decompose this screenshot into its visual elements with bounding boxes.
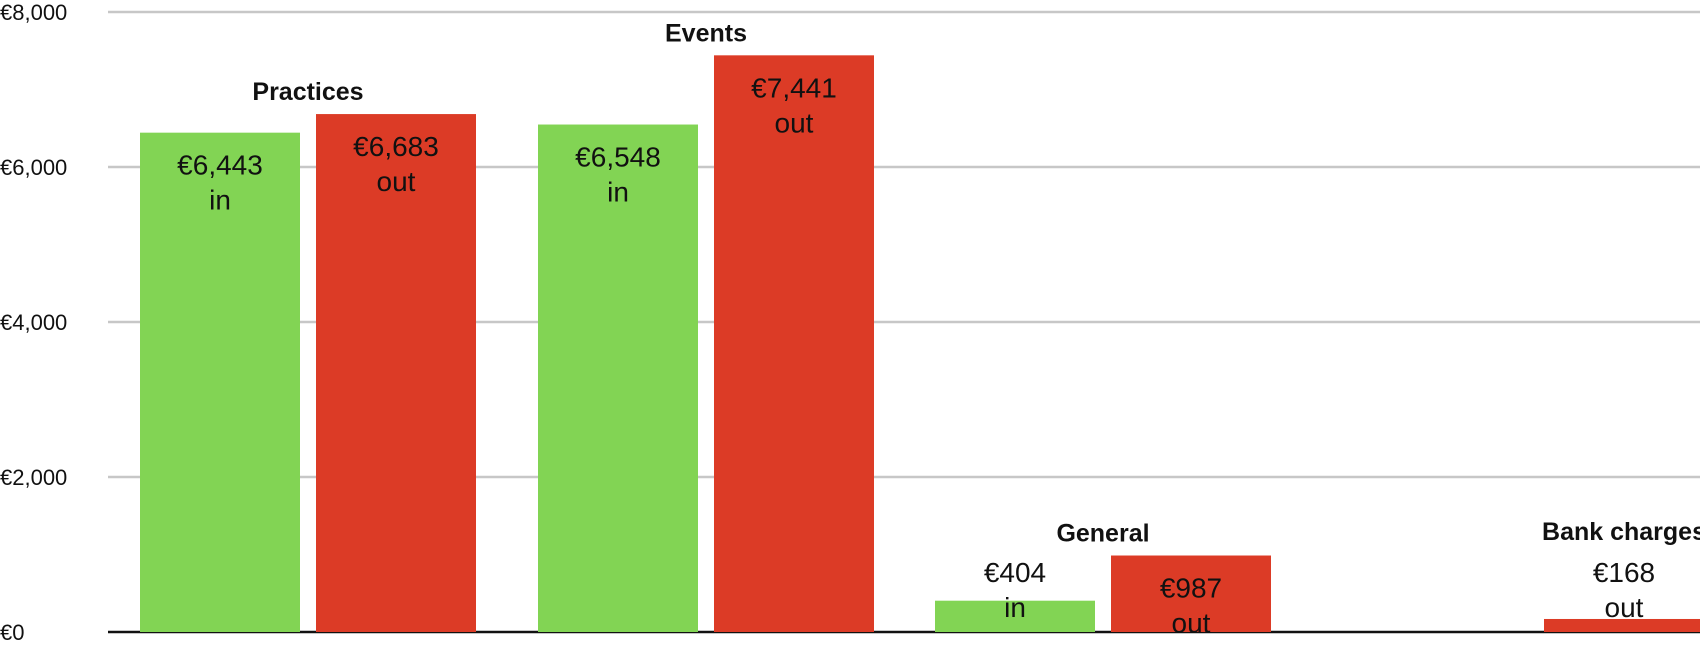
data-label-value: €6,683 (353, 131, 439, 162)
data-label-series: in (607, 177, 629, 208)
bar-in (538, 124, 698, 632)
bar-out (1544, 618, 1700, 632)
y-tick-label: €6,000 (0, 155, 67, 180)
y-tick-label: €8,000 (0, 0, 67, 25)
category-label: Events (665, 19, 747, 47)
data-label-value: €404 (984, 557, 1046, 588)
category-label: Practices (252, 78, 363, 106)
data-label-value: €6,548 (575, 142, 661, 173)
y-tick-label: €4,000 (0, 310, 67, 335)
labels: €6,443 in €6,683 out Practices €6,548 in €7,441… (177, 19, 1700, 638)
y-tick-label: €0 (0, 620, 24, 645)
data-label-series: out (775, 107, 814, 138)
data-label-series: in (209, 185, 231, 216)
bar-out (714, 55, 874, 632)
category-label: Bank charges (1542, 518, 1700, 546)
data-label-series: out (1605, 592, 1644, 623)
data-label-value: €6,443 (177, 150, 263, 181)
data-label-value: €987 (1160, 573, 1222, 604)
data-label-value: €168 (1593, 557, 1655, 588)
data-label-series: out (1172, 608, 1211, 639)
y-tick-label: €2,000 (0, 465, 67, 490)
bar-out (316, 114, 476, 632)
data-label-series: in (1004, 592, 1026, 623)
category-label: General (1056, 520, 1149, 548)
bars (140, 55, 1700, 633)
bar-out (1111, 555, 1271, 632)
bar-in (140, 132, 300, 633)
data-label-value: €7,441 (751, 72, 837, 103)
data-label-series: out (377, 166, 416, 197)
bar-in (935, 600, 1095, 632)
